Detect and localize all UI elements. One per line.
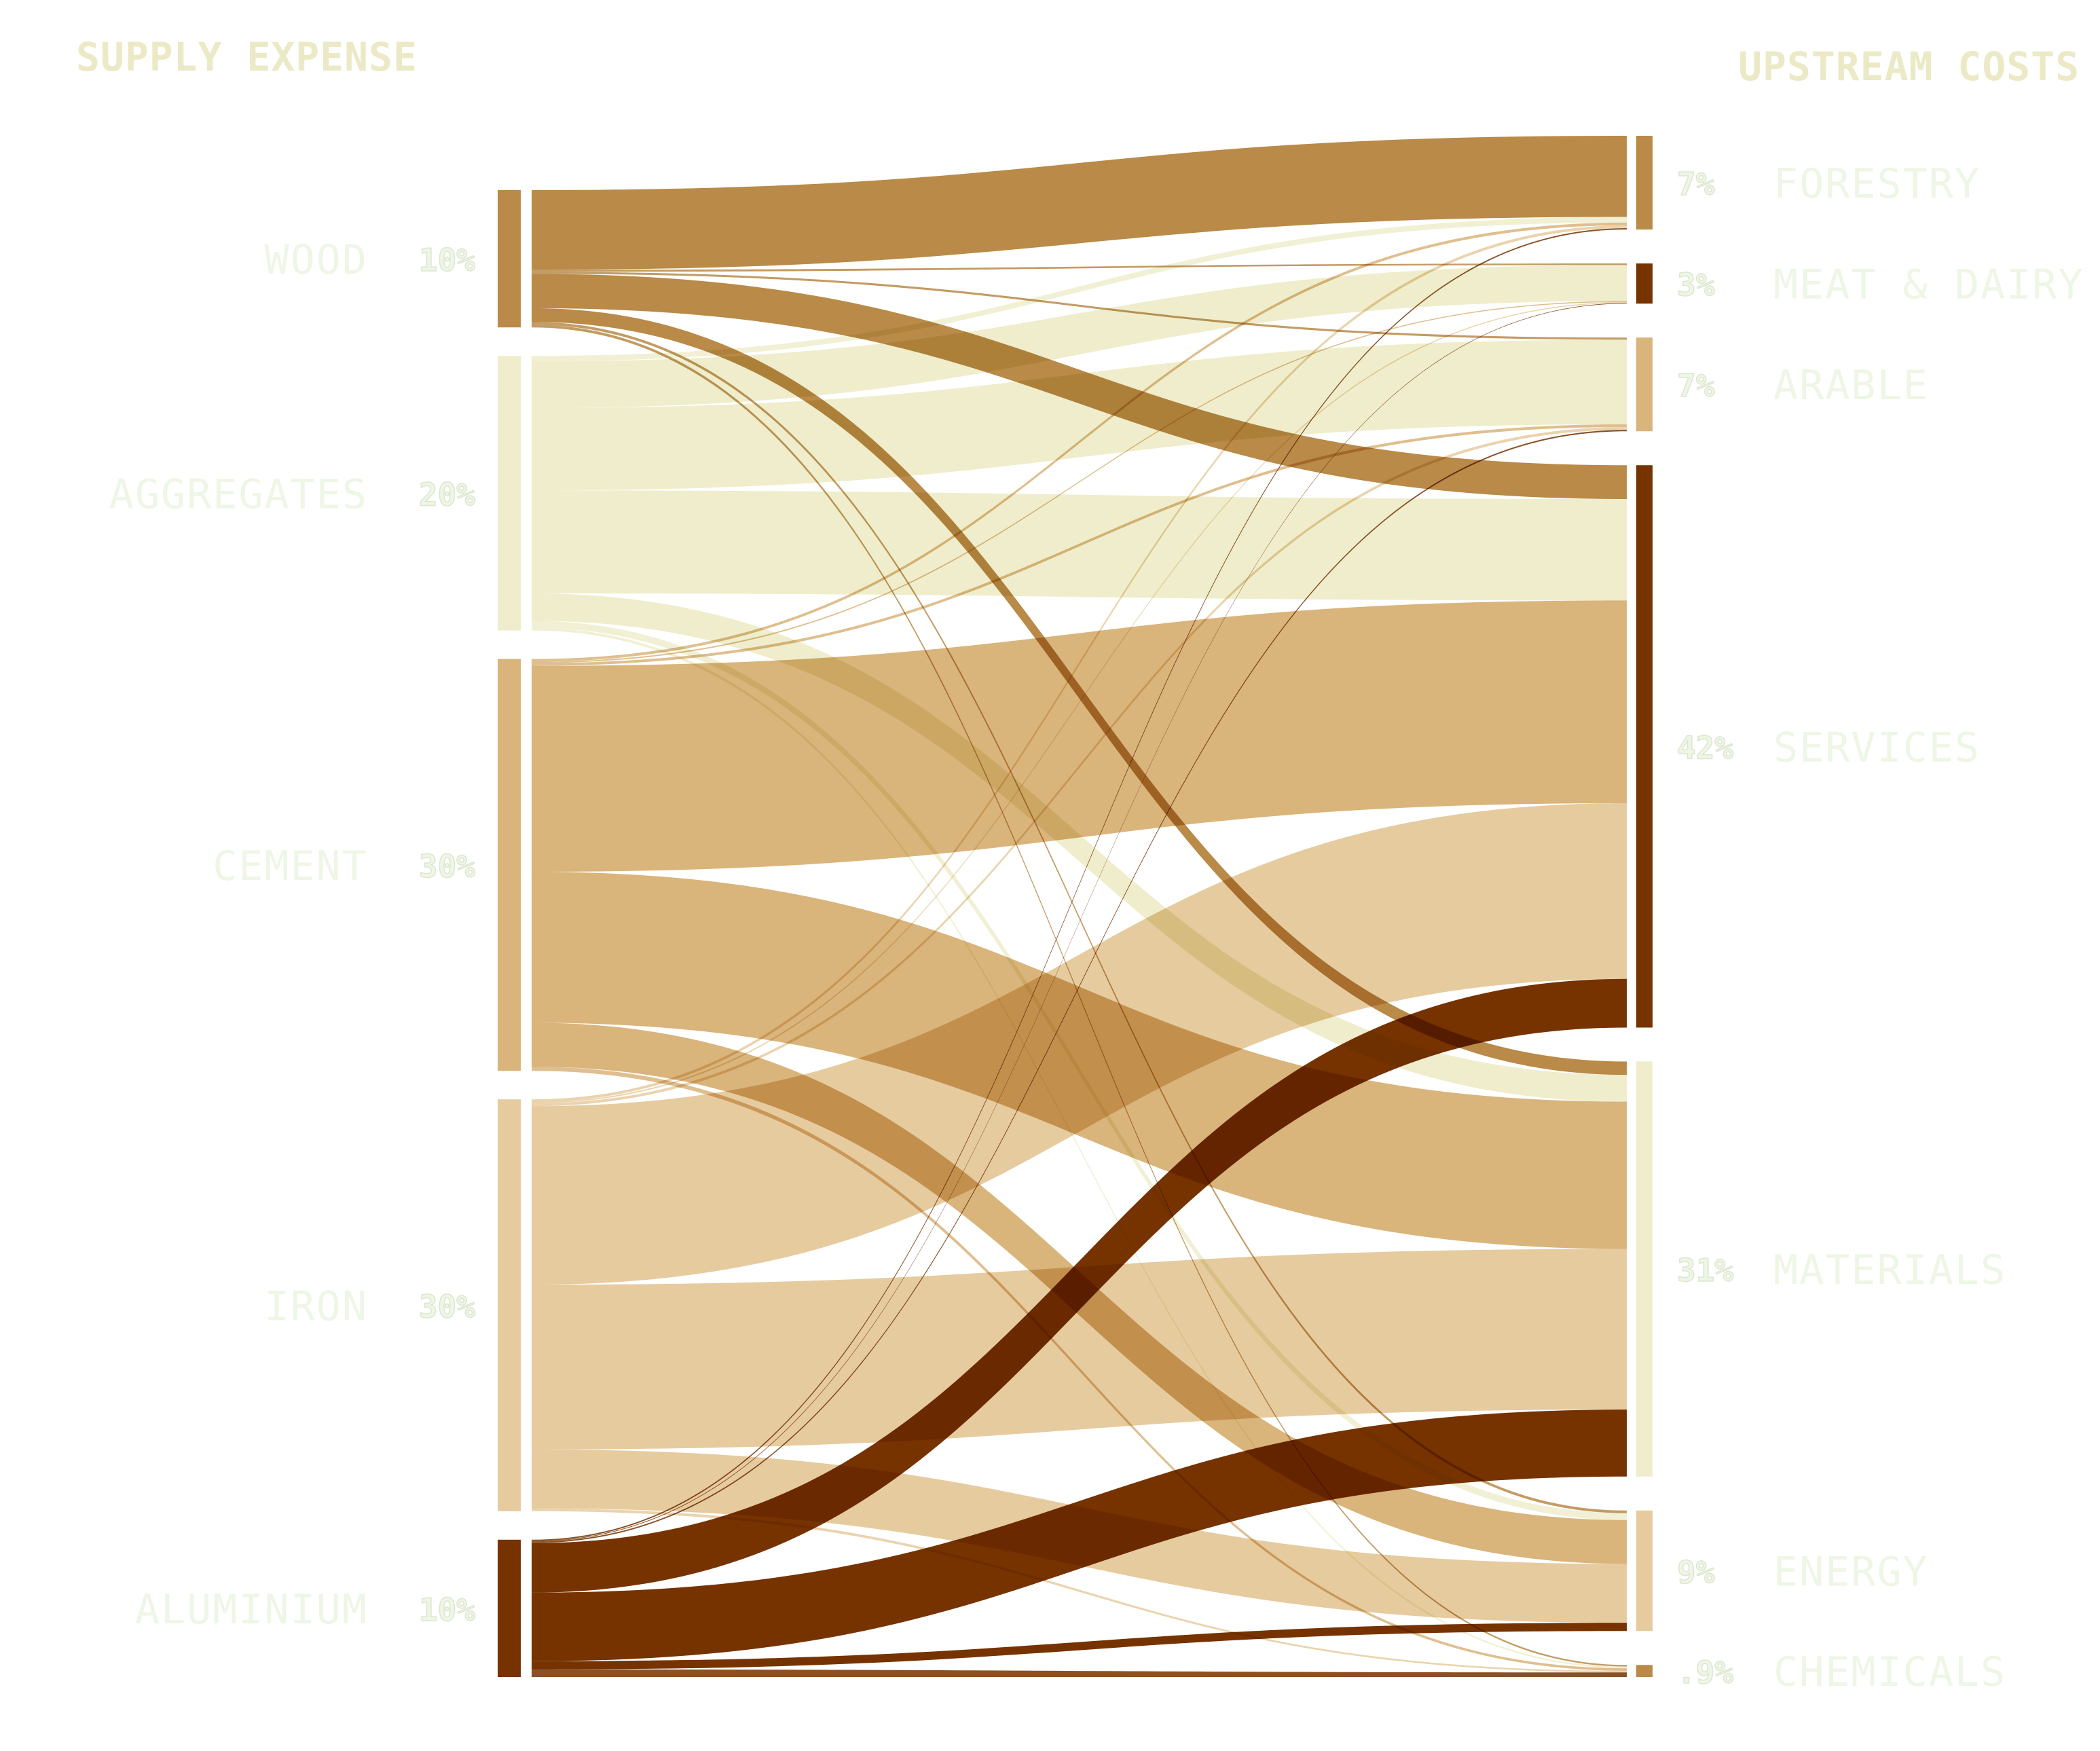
source-label-wood: WOOD xyxy=(265,236,369,284)
flow-aggregates-to-materials xyxy=(532,593,1627,1102)
node-bar-aggregates xyxy=(498,356,521,631)
node-bars xyxy=(498,136,1653,1677)
flow-cement-to-chemicals xyxy=(532,1067,1627,1671)
source-pct-wood: 10% xyxy=(419,242,475,278)
flow-aluminium-to-meat_dairy xyxy=(532,303,1627,1542)
target-label-services: SERVICES xyxy=(1773,724,1981,771)
node-bar-chemicals xyxy=(1636,1665,1653,1677)
target-pct-arable: 7% xyxy=(1677,367,1715,404)
target-pct-meat_dairy: 3% xyxy=(1677,267,1715,303)
flow-aluminium-to-arable xyxy=(532,430,1627,1543)
source-pct-aluminium: 10% xyxy=(419,1591,475,1628)
flow-iron-to-forestry xyxy=(532,225,1627,1103)
source-label-cement: CEMENT xyxy=(213,843,368,890)
source-label-aggregates: AGGREGATES xyxy=(109,471,368,518)
target-pct-chemicals: .9% xyxy=(1677,1654,1733,1691)
flow-aggregates-to-energy xyxy=(532,621,1627,1520)
flow-iron-to-meat_dairy xyxy=(532,301,1627,1104)
node-bar-cement xyxy=(498,659,521,1071)
node-bar-services xyxy=(1636,465,1653,1028)
flow-cement-to-materials xyxy=(532,872,1627,1249)
flow-cement-to-meat_dairy xyxy=(532,301,1627,663)
flow-aluminium-to-forestry xyxy=(532,227,1627,1541)
node-bar-energy xyxy=(1636,1510,1653,1632)
target-label-forestry: FORESTRY xyxy=(1773,160,1981,208)
node-labels: 10% WOOD 20% AGGREGATES 30% CEMENT 30% IRON 10% A… xyxy=(109,160,2084,1696)
flow-iron-to-arable xyxy=(532,427,1627,1107)
flow-cement-to-energy xyxy=(532,1022,1627,1564)
target-label-materials: MATERIALS xyxy=(1773,1247,2006,1294)
source-label-iron: IRON xyxy=(265,1283,369,1331)
right-title: UPSTREAM COSTS xyxy=(1738,43,2080,90)
node-bar-wood xyxy=(498,190,521,328)
flow-wood-to-meat_dairy xyxy=(532,263,1627,272)
source-pct-iron: 30% xyxy=(419,1289,475,1325)
flow-wood-to-services xyxy=(532,274,1627,500)
target-label-chemicals: CHEMICALS xyxy=(1773,1648,2006,1696)
flow-aluminium-to-chemicals xyxy=(532,1669,1627,1677)
node-bar-meat_dairy xyxy=(1636,263,1653,304)
flow-wood-to-energy xyxy=(532,322,1627,1513)
target-pct-forestry: 7% xyxy=(1677,166,1715,202)
flow-aggregates-to-meat_dairy xyxy=(532,265,1627,409)
flow-wood-to-materials xyxy=(532,308,1627,1075)
flow-aggregates-to-chemicals xyxy=(532,627,1627,1669)
target-label-meat_dairy: MEAT & DAIRY xyxy=(1773,261,2084,309)
target-pct-materials: 31% xyxy=(1677,1252,1733,1289)
node-bar-materials xyxy=(1636,1061,1653,1477)
target-pct-services: 42% xyxy=(1677,729,1733,766)
node-bar-forestry xyxy=(1636,136,1653,230)
node-bar-arable xyxy=(1636,337,1653,432)
node-bar-aluminium xyxy=(498,1539,521,1677)
flow-iron-to-materials xyxy=(532,1249,1627,1450)
target-label-energy: ENERGY xyxy=(1773,1549,1929,1596)
flow-wood-to-chemicals xyxy=(532,325,1627,1667)
flow-cement-to-arable xyxy=(532,424,1627,666)
left-title: SUPPLY EXPENSE xyxy=(76,34,418,80)
source-pct-aggregates: 20% xyxy=(419,476,475,513)
source-label-aluminium: ALUMINIUM xyxy=(135,1586,368,1634)
target-label-arable: ARABLE xyxy=(1773,362,1929,409)
flow-wood-to-forestry xyxy=(532,136,1627,270)
source-pct-cement: 30% xyxy=(419,848,475,885)
target-pct-energy: 9% xyxy=(1677,1554,1715,1591)
flow-wood-to-arable xyxy=(532,272,1627,340)
flow-aggregates-to-arable xyxy=(532,339,1627,491)
flow-iron-to-chemicals xyxy=(532,1508,1627,1673)
flow-links xyxy=(532,136,1627,1677)
flow-aluminium-to-energy xyxy=(532,1623,1627,1670)
flow-cement-to-forestry xyxy=(532,222,1627,662)
node-bar-iron xyxy=(498,1099,521,1511)
flow-aggregates-to-forestry xyxy=(532,217,1627,362)
